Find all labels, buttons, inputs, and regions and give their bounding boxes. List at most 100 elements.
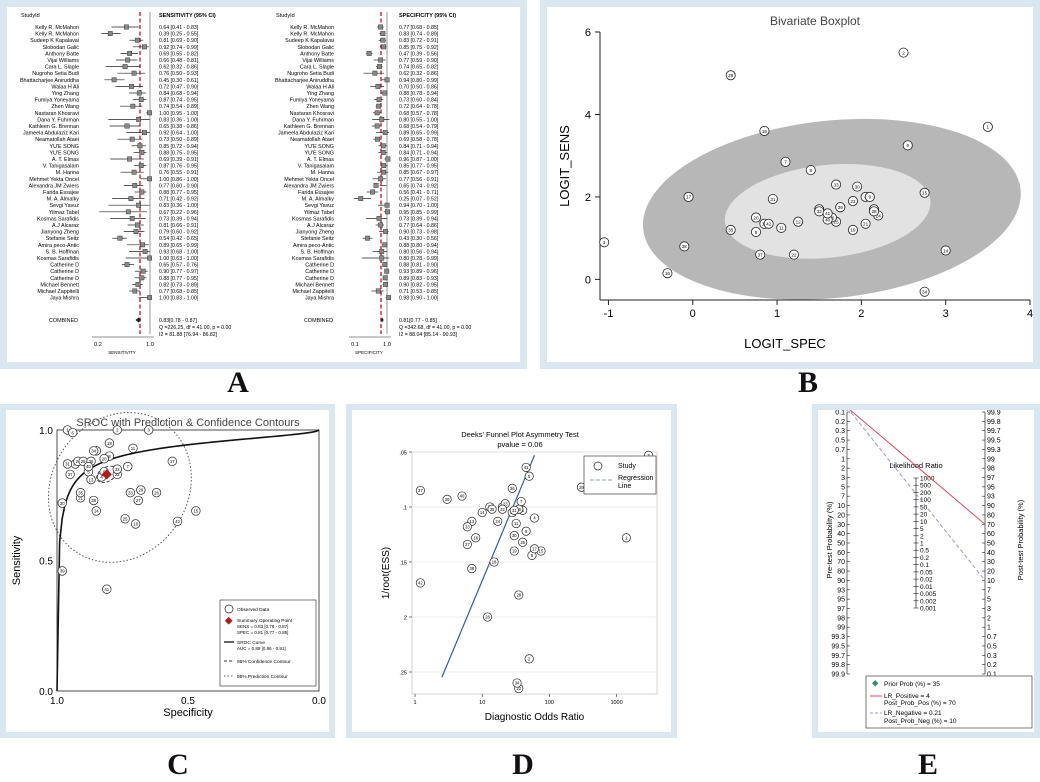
forest-heterogeneity-i2: I2 = 81.88 [76.94 - 86.82] [159, 332, 218, 338]
sroc-study-point: 34 [89, 446, 99, 456]
deeks-study-point: 32 [497, 504, 508, 514]
fagan-right-tick: 80 [987, 512, 995, 519]
forest-point-marker [378, 24, 384, 30]
forest-study-name: Anthony Batte [45, 51, 79, 57]
forest-point-marker [358, 196, 364, 201]
bivariate-point: 34 [919, 286, 930, 297]
fagan-right-tick: 98 [987, 466, 995, 473]
deeks-study-marker [442, 494, 452, 504]
forest-ci-label: 0.73 [0.60 - 0.84] [399, 98, 439, 104]
forest-ci-label: 0.64 [0.41 - 0.83] [159, 25, 199, 31]
bivariate-point-label: 7 [784, 160, 787, 165]
bivariate-point-label: 40 [825, 217, 831, 222]
bivariate-point: 41 [822, 208, 833, 219]
sroc-study-point: 37 [65, 469, 75, 480]
deeks-study-marker [512, 678, 522, 688]
deeks-study-label: 16 [473, 535, 478, 540]
deeks-study-point: 38 [467, 564, 477, 574]
forest-point-marker [381, 163, 387, 168]
bivariate-point: 12 [793, 216, 804, 227]
sroc-study-point: 25 [120, 514, 130, 524]
forest-study-name: Cara L. Slagle [300, 65, 334, 71]
forest-ci-label: 0.66 [0.48 - 0.81] [159, 58, 199, 64]
forest-point-marker [372, 70, 378, 76]
forest-study-name: Kosmas Sarafidis [292, 256, 334, 262]
deeks-study-label: 23 [503, 501, 508, 506]
deeks-study-label: 38 [469, 566, 474, 571]
sroc-study-marker [75, 487, 86, 498]
forest-study-name: A. T. Elmas [307, 157, 334, 163]
bivariate-point-marker [780, 156, 791, 167]
fagan-right-tick: 0.1 [987, 672, 997, 679]
fagan-right-tick: 3 [987, 606, 991, 613]
forest-ci-label: 0.93 [0.68 - 1.00] [159, 249, 199, 255]
bivariate-point: 7 [780, 156, 791, 167]
forest-study-name: Slobodan Galić [297, 45, 334, 51]
deeks-study-label: 2 [528, 656, 531, 661]
forest-ci-label: 0.84 [0.68 - 0.94] [159, 91, 199, 97]
bivariate-point-marker [898, 47, 909, 58]
fagan-left-tick: 3 [841, 475, 845, 482]
forest-study-name: Michael Zappitelli [37, 289, 79, 295]
fagan-left-tick: 0.3 [835, 428, 845, 435]
deeks-study-label: 25 [520, 540, 525, 545]
sroc-study-label: 24 [76, 459, 81, 464]
forest-study-name: YU'E SONG [305, 150, 335, 156]
deeks-study-marker [511, 518, 521, 529]
bivariate-point-marker [982, 121, 993, 132]
bivariate-point-label: 30 [855, 184, 861, 189]
deeks-study-point: 28 [483, 612, 493, 622]
forest-study-name: Ying Zhang [52, 91, 79, 97]
deeks-study-point: 27 [462, 539, 472, 549]
bivariate-point-marker [847, 224, 858, 235]
forest-point-marker [366, 51, 372, 56]
sroc-study-point: 42 [172, 516, 183, 526]
panel-a-plot-area: StudyId SENSITIVITY (95% CI) Kelly R. McMa… [7, 7, 520, 362]
forest-study-name: Jianyong Zheng [296, 230, 334, 236]
bivariate-point: 20 [750, 212, 761, 223]
sroc-study-label: 42 [175, 519, 180, 524]
sroc-legend-prediction: 95% Prediction Contour [237, 674, 288, 680]
forest-ci-label: 0.47 [0.39 - 0.56] [399, 51, 439, 57]
forest-ci-label: 0.83 [0.74 - 0.89] [399, 32, 439, 38]
fagan-left-tick: 90 [837, 578, 845, 585]
bivariate-x-tick: 3 [943, 308, 949, 320]
bivariate-point: 6 [902, 140, 913, 151]
forest-study-name: Neamatollah Ataei [35, 137, 79, 143]
deeks-y-tick: .25 [399, 671, 407, 677]
deeks-study-label: 42 [418, 581, 423, 586]
deeks-study-label: 39 [445, 497, 450, 502]
forest-point-marker [378, 222, 384, 228]
bivariate-point: 1 [982, 121, 993, 132]
forest-point-marker [385, 156, 391, 162]
forest-heterogeneity-q: Q =226.25, df = 41.00, p = 0.00 [159, 325, 231, 331]
forest-point-marker [147, 255, 152, 261]
forest-study-name: Dana Y. Fuhrman [37, 117, 79, 123]
deeks-study-point: 40 [457, 491, 467, 501]
bivariate-point: 17 [683, 191, 694, 202]
fagan-right-tick: 99.5 [987, 438, 1001, 445]
forest-point-marker [385, 209, 390, 215]
bivariate-point-marker [679, 241, 690, 252]
deeks-study-label: 41 [524, 465, 529, 470]
sroc-study-label: 17 [170, 459, 175, 464]
deeks-study-marker [621, 533, 631, 543]
forest-study-name: Sudeep K Kapalavai [30, 38, 79, 44]
deeks-legend-study-symbol [593, 461, 603, 471]
bivariate-point-label: 23 [850, 199, 856, 204]
forest-ci-label: 0.92 [0.74 - 0.99] [159, 45, 199, 51]
forest-study-name: Sudeep K Kapalavai [285, 38, 334, 44]
bivariate-point-label: 32 [817, 209, 823, 214]
bivariate-point-label: 41 [825, 211, 831, 216]
sroc-study-label: 22 [115, 472, 120, 477]
bivariate-point-marker [822, 208, 833, 219]
forest-study-name: Jaya Mishra [50, 296, 79, 302]
sroc-plot-frame [56, 429, 320, 692]
forest-point-marker [384, 202, 390, 208]
sroc-study-label: 25 [123, 516, 128, 521]
forest-ci-label: 0.56 [0.41 - 0.71] [399, 190, 439, 196]
forest-point-marker [129, 215, 135, 221]
deeks-study-label: 27 [465, 542, 470, 547]
forest-point-marker [382, 262, 388, 267]
bivariate-point-marker [919, 286, 930, 297]
